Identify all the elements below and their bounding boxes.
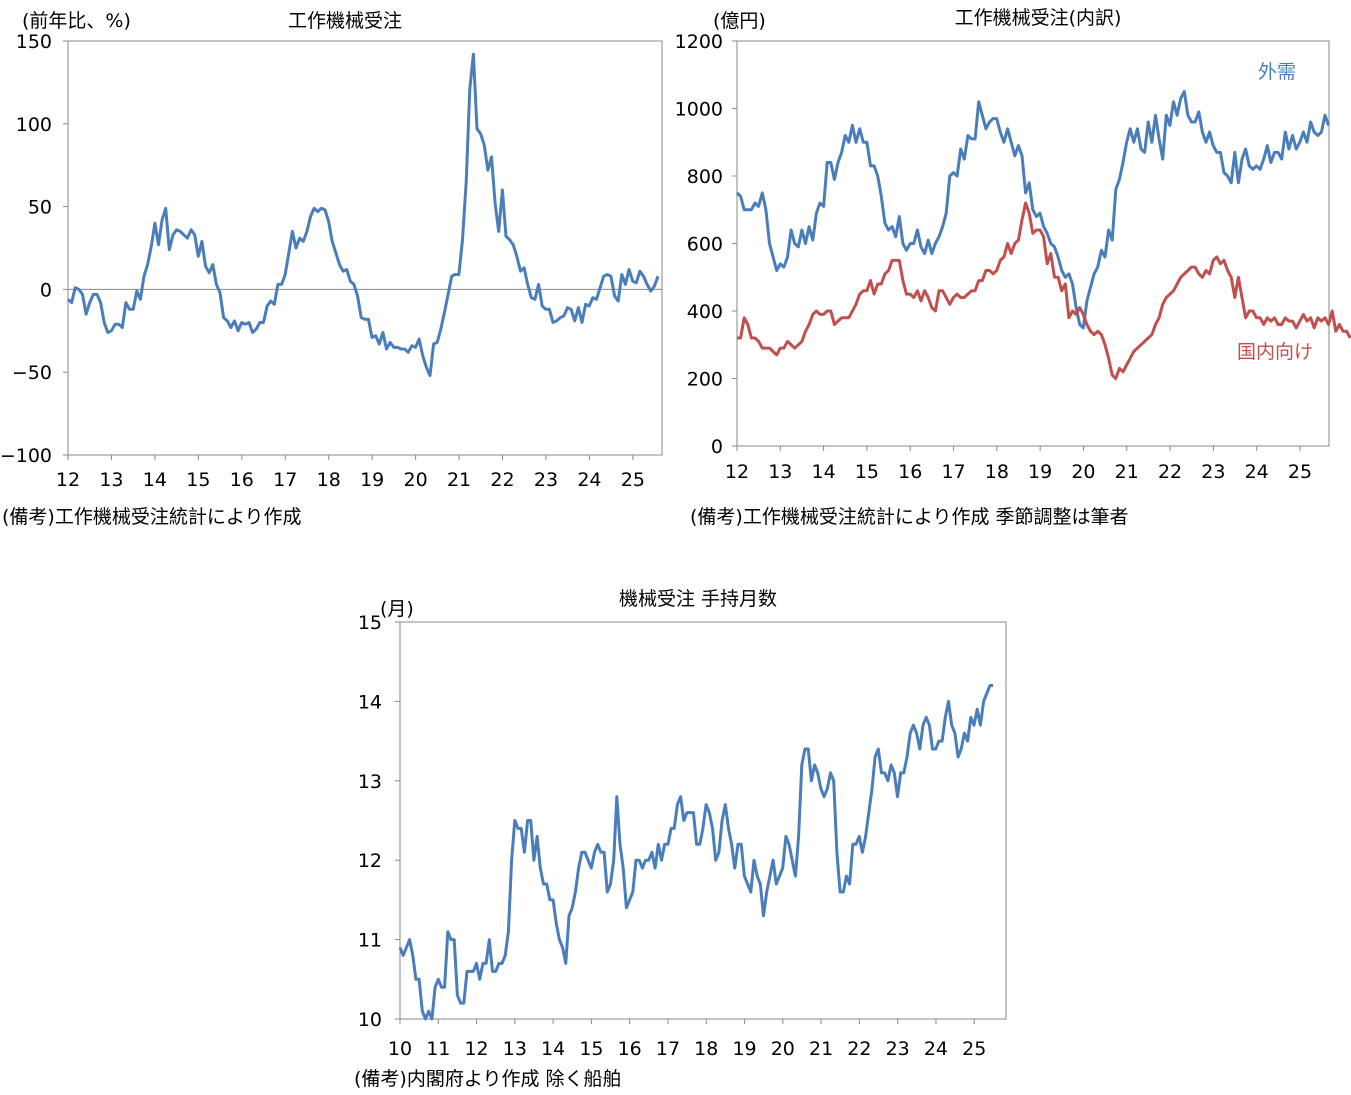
y-tick-label: 12 (358, 850, 382, 872)
x-tick-label: 14 (143, 469, 167, 491)
chart-ylabel-3: (月) (380, 598, 414, 620)
x-tick-label: 15 (855, 461, 879, 483)
x-tick-label: 25 (1288, 461, 1312, 483)
x-tick-label: 20 (1071, 461, 1095, 483)
x-tick-label: 22 (490, 469, 514, 491)
chart-note-1: (備考)工作機械受注統計により作成 (2, 506, 302, 528)
series-line-backlog (398, 684, 994, 1021)
x-tick-label: 18 (985, 461, 1009, 483)
plot-frame-3 (399, 621, 1007, 1020)
x-tick-label: 24 (1245, 461, 1269, 483)
x-tick-label: 25 (621, 469, 645, 491)
y-tick-label: 13 (358, 771, 382, 793)
x-axis-ticks-2: 12 13 14 15 16 17 18 19 20 21 22 23 24 25 (725, 446, 1312, 483)
x-tick-label: 22 (1158, 461, 1182, 483)
y-tick-label: 1200 (675, 31, 723, 53)
x-axis-ticks-1: 12 13 14 15 16 17 18 19 20 21 22 23 24 25 (56, 455, 645, 491)
y-tick-label: 15 (358, 612, 382, 634)
chart-machine-tool-yoy: 工作機械受注 (前年比、%) 150 100 50 0 −50 −100 12 13 14 15… (0, 10, 663, 491)
x-tick-label: 12 (725, 461, 749, 483)
y-axis-ticks-1: 150 100 50 0 −50 −100 (0, 31, 68, 467)
y-tick-label: 0 (40, 279, 52, 301)
x-tick-label: 19 (1028, 461, 1052, 483)
x-tick-label: 12 (56, 469, 80, 491)
chart-machine-tool-breakdown: 工作機械受注(内訳) (億円) 1200 1000 800 600 400 200 0 12… (675, 7, 1351, 483)
chart-title-1-text: 工作機械受注 (288, 10, 402, 32)
series-label-foreign: 外需 (1258, 61, 1296, 83)
x-tick-label: 22 (847, 1038, 871, 1060)
y-tick-label: 50 (28, 197, 52, 219)
x-tick-label: 17 (656, 1038, 680, 1060)
plot-frame-2 (736, 40, 1330, 447)
series-label-domestic: 国内向け (1237, 341, 1313, 363)
x-tick-label: 17 (273, 469, 297, 491)
x-tick-label: 19 (732, 1038, 756, 1060)
x-tick-label: 17 (941, 461, 965, 483)
x-tick-label: 24 (577, 469, 601, 491)
y-tick-label: 150 (16, 31, 52, 53)
x-tick-label: 18 (694, 1038, 718, 1060)
chart-note-2: (備考)工作機械受注統計により作成 季節調整は筆者 (690, 506, 1129, 528)
x-tick-label: 18 (317, 469, 341, 491)
series-line-yoy (66, 52, 660, 377)
x-tick-label: 16 (898, 461, 922, 483)
chart-title-2: 工作機械受注(内訳) (955, 7, 1122, 29)
x-tick-label: 21 (1115, 461, 1139, 483)
y-tick-label: 11 (358, 930, 382, 952)
y-tick-label: 600 (687, 234, 723, 256)
x-tick-label: 20 (771, 1038, 795, 1060)
y-tick-label: 0 (711, 436, 723, 458)
x-tick-label: 13 (768, 461, 792, 483)
x-tick-label: 12 (464, 1038, 488, 1060)
y-tick-label: 400 (687, 301, 723, 323)
x-tick-label: 25 (962, 1038, 986, 1060)
series-line-foreign (735, 90, 1331, 330)
chart-ylabel-2: (億円) (713, 10, 766, 32)
x-tick-label: 13 (99, 469, 123, 491)
y-axis-ticks-2: 1200 1000 800 600 400 200 0 (675, 31, 737, 458)
y-tick-label: 1000 (675, 99, 723, 121)
x-tick-label: 15 (579, 1038, 603, 1060)
x-tick-label: 24 (924, 1038, 948, 1060)
x-tick-label: 23 (534, 469, 558, 491)
x-tick-label: 21 (809, 1038, 833, 1060)
y-tick-label: 100 (16, 114, 52, 136)
x-tick-label: 16 (618, 1038, 642, 1060)
x-axis-ticks-3: 10 11 12 13 14 15 16 17 18 19 20 21 22 23 24 25 (388, 1019, 986, 1060)
y-tick-label: −100 (0, 445, 52, 467)
x-tick-label: 23 (886, 1038, 910, 1060)
x-tick-label: 10 (388, 1038, 412, 1060)
chart-title-3: 機械受注 手持月数 (619, 588, 777, 610)
chart-ylabel-1: (前年比、%) (22, 10, 131, 32)
x-tick-label: 13 (503, 1038, 527, 1060)
x-tick-label: 11 (426, 1038, 450, 1060)
x-tick-label: 21 (447, 469, 471, 491)
y-tick-label: 800 (687, 166, 723, 188)
x-tick-label: 20 (404, 469, 428, 491)
chart-title-1: 工作機械受注 (288, 10, 402, 32)
plot-frame-1 (67, 40, 663, 456)
x-tick-label: 23 (1201, 461, 1225, 483)
series-line-domestic (737, 201, 1351, 380)
y-tick-label: 10 (358, 1009, 382, 1031)
y-tick-label: 200 (687, 369, 723, 391)
x-tick-label: 14 (541, 1038, 565, 1060)
x-tick-label: 14 (812, 461, 836, 483)
chart-note-3: (備考)内閣府より作成 除く船舶 (354, 1068, 622, 1090)
y-tick-label: −50 (12, 362, 52, 384)
x-tick-label: 16 (230, 469, 254, 491)
x-tick-label: 15 (186, 469, 210, 491)
y-axis-ticks-3: 15 14 13 12 11 10 (358, 612, 400, 1031)
x-tick-label: 19 (360, 469, 384, 491)
y-tick-label: 14 (358, 691, 382, 713)
